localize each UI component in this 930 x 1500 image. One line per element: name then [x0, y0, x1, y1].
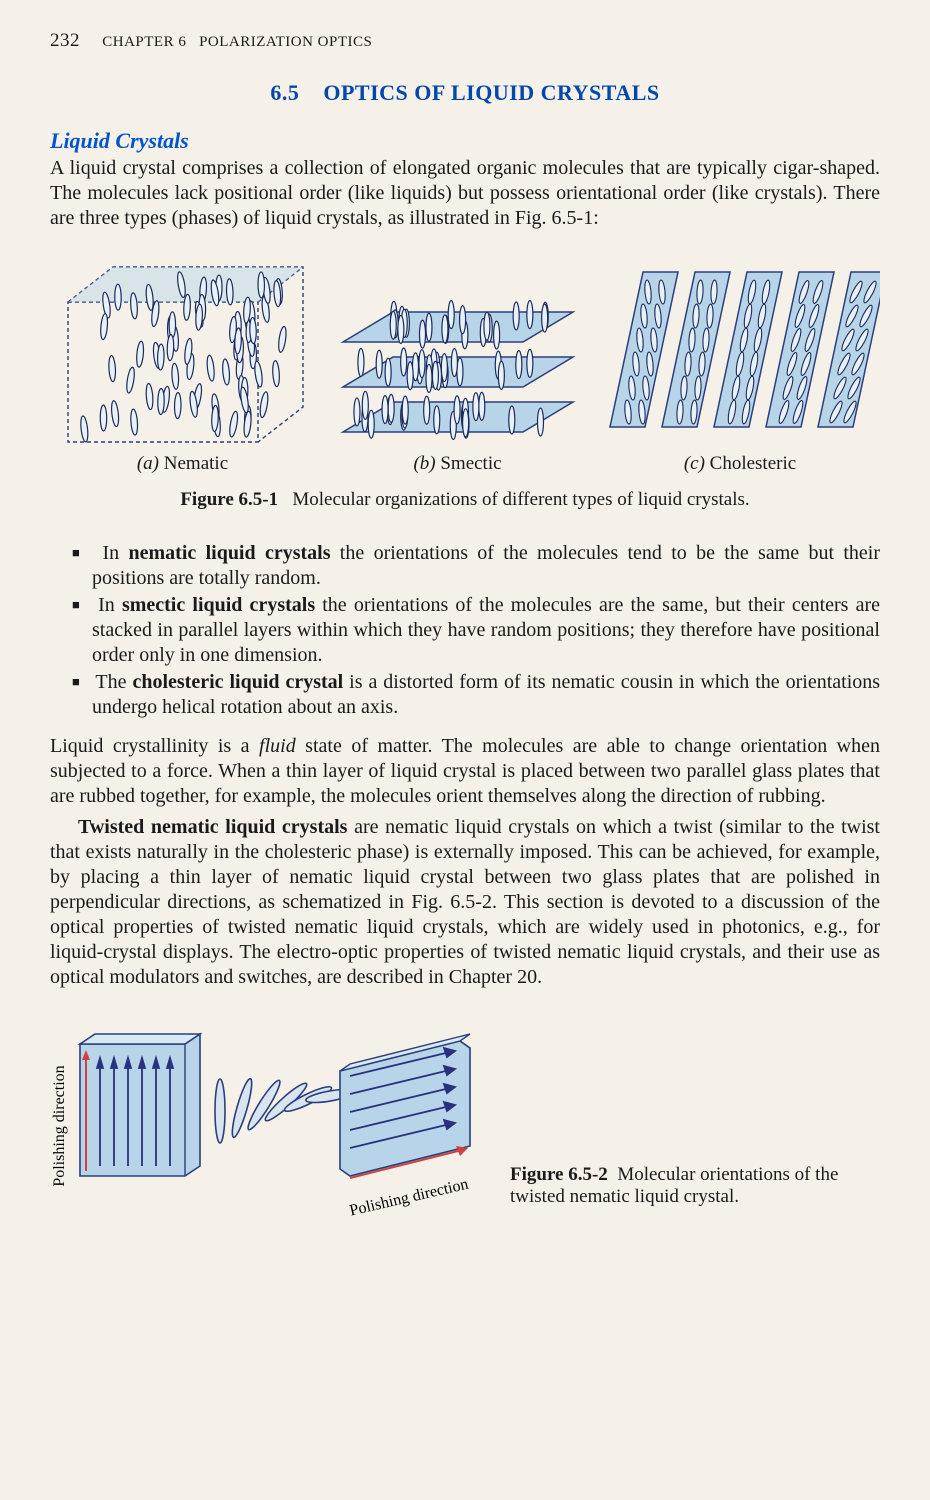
- running-header: 232 CHAPTER 6 POLARIZATION OPTICS: [50, 30, 880, 52]
- y-axis-label: Polishing direction: [51, 1065, 68, 1186]
- figure-6-5-1-caption: Figure 6.5-1 Molecular organizations of …: [50, 489, 880, 511]
- figure-6-5-2-caption: Figure 6.5-2 Molecular orientations of t…: [510, 1164, 870, 1216]
- page-number: 232: [50, 30, 80, 51]
- figure-6-5-2: Polishing direction: [50, 1016, 880, 1216]
- subcaption-b: (b) Smectic: [325, 453, 590, 475]
- cholesteric-diagram: [600, 257, 880, 447]
- smectic-diagram: [328, 257, 588, 447]
- bullet-cholesteric: The cholesteric liquid crystal is a dist…: [92, 670, 880, 720]
- bullet-smectic: In smectic liquid crystals the orientati…: [92, 593, 880, 668]
- figure-nematic: (a) Nematic: [50, 257, 315, 475]
- subcaption-a: (a) Nematic: [50, 453, 315, 475]
- subcaption-c: (c) Cholesteric: [600, 453, 880, 475]
- chapter-label: CHAPTER 6: [102, 34, 186, 50]
- bullet-nematic: In nematic liquid crystals the orientati…: [92, 541, 880, 591]
- right-plate: Polishing direction: [340, 1034, 470, 1216]
- x-axis-label: Polishing direction: [348, 1176, 470, 1216]
- subheading-liquid-crystals: Liquid Crystals: [50, 128, 880, 154]
- figure-smectic: (b) Smectic: [325, 257, 590, 475]
- twisted-nematic-diagram: Polishing direction: [50, 1016, 490, 1216]
- section-number: 6.5: [270, 80, 299, 105]
- section-title: OPTICS OF LIQUID CRYSTALS: [323, 80, 659, 105]
- page-container: 232 CHAPTER 6 POLARIZATION OPTICS 6.5 OP…: [0, 0, 930, 1256]
- figure-cholesteric: (c) Cholesteric: [600, 257, 880, 475]
- twisting-molecules: [215, 1077, 355, 1143]
- intro-paragraph: A liquid crystal comprises a collection …: [50, 156, 880, 231]
- nematic-diagram: [58, 257, 308, 447]
- section-heading: 6.5 OPTICS OF LIQUID CRYSTALS: [50, 80, 880, 106]
- figure-6-5-1: (a) Nematic (b) Smectic (c) Cholesteric: [50, 257, 880, 475]
- left-plate: [80, 1034, 200, 1176]
- bullet-list: In nematic liquid crystals the orientati…: [50, 541, 880, 720]
- para-twisted-nematic: Twisted nematic liquid crystals are nema…: [50, 815, 880, 990]
- para-fluid-state: Liquid crystallinity is a fluid state of…: [50, 734, 880, 809]
- chapter-title: POLARIZATION OPTICS: [199, 34, 372, 50]
